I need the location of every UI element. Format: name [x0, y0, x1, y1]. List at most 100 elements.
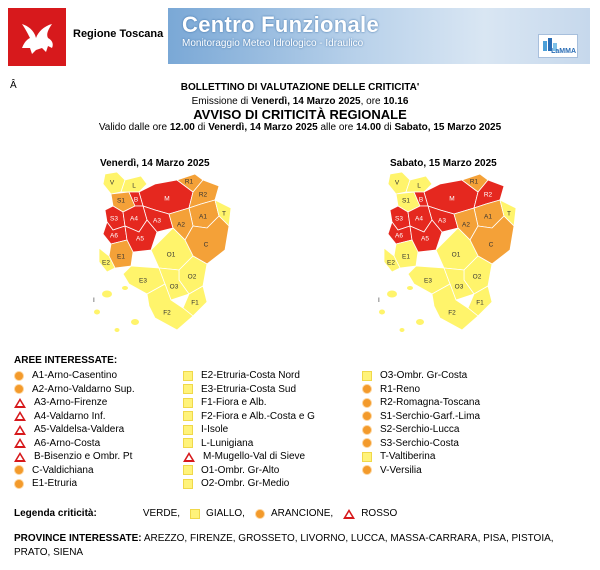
zone-label-v: V — [395, 180, 400, 187]
banner-title: Centro Funzionale — [182, 12, 379, 37]
zone-label-e2: E2 — [387, 260, 395, 267]
giallo-level-icon — [362, 370, 372, 381]
area-item: I-Isole — [183, 423, 315, 437]
provinces-list: AREZZO, FIRENZE, GROSSETO, LIVORNO, LUCC… — [14, 533, 554, 558]
zone-label-f1: F1 — [476, 300, 484, 307]
area-item: A5-Valdelsa-Valdera — [14, 423, 135, 437]
lamma-icon — [543, 38, 557, 51]
zone-label-i: I — [378, 297, 380, 304]
arancione-level-icon — [362, 438, 372, 449]
island-4 — [114, 328, 120, 332]
zone-label-f2: F2 — [163, 310, 171, 317]
map-title-day1: Venerdì, 14 Marzo 2025 — [100, 158, 210, 169]
zone-label-r1: R1 — [470, 179, 479, 186]
arancione-level-icon — [14, 465, 24, 476]
zone-label-e1: E1 — [117, 254, 125, 261]
zone-label-l: L — [132, 183, 136, 190]
giallo-level-icon — [183, 424, 193, 435]
area-item: F2-Fiora e Alb.-Costa e G — [183, 410, 315, 424]
area-item: A2-Arno-Valdarno Sup. — [14, 383, 135, 397]
provinces-label: PROVINCE INTERESSATE: — [14, 533, 142, 544]
rosso-level-icon — [14, 438, 26, 449]
area-item: E2-Etruria-Costa Nord — [183, 369, 315, 383]
zone-label-o3: O3 — [170, 284, 179, 291]
areas-column-2: E2-Etruria-Costa Nord E3-Etruria-Costa Su… — [183, 369, 315, 491]
region-name: Regione Toscana — [73, 28, 164, 40]
zone-label-s1: S1 — [402, 198, 410, 205]
zone-label-o3: O3 — [455, 284, 464, 291]
zone-label-s1: S1 — [117, 198, 125, 205]
area-item: L-Lunigiana — [183, 437, 315, 451]
giallo-level-icon — [183, 370, 193, 381]
zone-label-l: L — [417, 183, 421, 190]
zone-label-e3: E3 — [424, 278, 432, 285]
zone-label-e1: E1 — [402, 254, 410, 261]
pegasus-icon — [22, 24, 53, 54]
area-item: A1-Arno-Casentino — [14, 369, 135, 383]
emission-date: Venerdì, 14 Marzo 2025 — [251, 96, 361, 107]
zone-label-a6: A6 — [395, 233, 403, 240]
criticality-legend: Legenda criticità: VERDE, GIALLO, ARANCI… — [14, 508, 403, 519]
rosso-level-icon — [14, 451, 26, 462]
giallo-level-icon — [362, 451, 372, 462]
zone-label-a5: A5 — [421, 236, 429, 243]
rosso-level-icon — [183, 451, 195, 462]
area-item: E3-Etruria-Costa Sud — [183, 383, 315, 397]
area-item: A6-Arno-Costa — [14, 437, 135, 451]
arancione-level-icon — [14, 370, 24, 381]
island-1 — [407, 286, 413, 290]
zone-label-o2: O2 — [188, 274, 197, 281]
area-item: R2-Romagna-Toscana — [362, 396, 480, 410]
header: Regione Toscana Centro Funzionale Monito… — [0, 0, 600, 70]
zone-label-t: T — [222, 211, 226, 218]
zone-label-e2: E2 — [102, 260, 110, 267]
arancione-level-icon — [362, 384, 372, 395]
area-item: F1-Fiora e Alb. — [183, 396, 315, 410]
zone-label-r2: R2 — [199, 192, 208, 199]
area-item: O2-Ombr. Gr-Medio — [183, 477, 315, 491]
notice-title: AVVISO DI CRITICITÀ REGIONALE — [193, 107, 407, 122]
zone-label-s3: S3 — [395, 216, 403, 223]
area-item: E1-Etruria — [14, 477, 135, 491]
area-item: M-Mugello-Val di Sieve — [183, 450, 315, 464]
centro-funzionale-banner: Centro Funzionale Monitoraggio Meteo Idr… — [168, 8, 590, 64]
validity-line: Valido dalle ore 12.00 di Venerdì, 14 Ma… — [98, 122, 502, 133]
zone-label-f2: F2 — [448, 310, 456, 317]
area-item: O1-Ombr. Gr-Alto — [183, 464, 315, 478]
area-item: A3-Arno-Firenze — [14, 396, 135, 410]
areas-column-1: A1-Arno-Casentino A2-Arno-Valdarno Sup. A3… — [14, 369, 135, 491]
island-2 — [94, 309, 100, 315]
zone-label-i: I — [93, 297, 95, 304]
zone-label-a1: A1 — [199, 214, 207, 221]
zone-f1 — [467, 285, 493, 317]
area-item: T-Valtiberina — [362, 450, 480, 464]
zone-label-o1: O1 — [452, 252, 461, 259]
arancione-level-icon — [362, 424, 372, 435]
arancione-level-icon — [14, 384, 24, 395]
zone-label-a4: A4 — [130, 216, 138, 223]
zone-label-t: T — [507, 211, 511, 218]
area-item: V-Versilia — [362, 464, 480, 478]
zone-label-a3: A3 — [153, 218, 161, 225]
island-1 — [122, 286, 128, 290]
zone-label-o1: O1 — [167, 252, 176, 259]
stray-character: Â — [10, 80, 17, 91]
area-item: O3-Ombr. Gr-Costa — [362, 369, 480, 383]
zone-e2 — [383, 247, 401, 273]
island-2 — [379, 309, 385, 315]
bulletin-title: BOLLETTINO DI VALUTAZIONE DELLE CRITICIT… — [180, 82, 420, 93]
rosso-level-icon — [14, 424, 26, 435]
zone-label-a3: A3 — [438, 218, 446, 225]
banner-subtitle: Monitoraggio Meteo Idrologico - Idraulic… — [182, 38, 364, 49]
area-item: S2-Serchio-Lucca — [362, 423, 480, 437]
rosso-level-icon — [14, 397, 26, 408]
giallo-level-icon — [183, 465, 193, 476]
zone-label-m: M — [449, 196, 454, 203]
provinces: PROVINCE INTERESSATE: AREZZO, FIRENZE, G… — [14, 532, 589, 560]
zone-label-b: B — [419, 197, 423, 204]
emission-time: 10.16 — [383, 96, 409, 107]
areas-column-3: O3-Ombr. Gr-Costa R1-Reno R2-Romagna-Tosca… — [362, 369, 480, 477]
alert-map-day1: V L S1 M R1 R2 S3 B A3 A4 A6 A5 A1 A2 T C E1 E2 O1 O2 E3 O3 F1… — [93, 171, 232, 332]
zone-label-a5: A5 — [136, 236, 144, 243]
arancione-level-icon — [362, 397, 372, 408]
